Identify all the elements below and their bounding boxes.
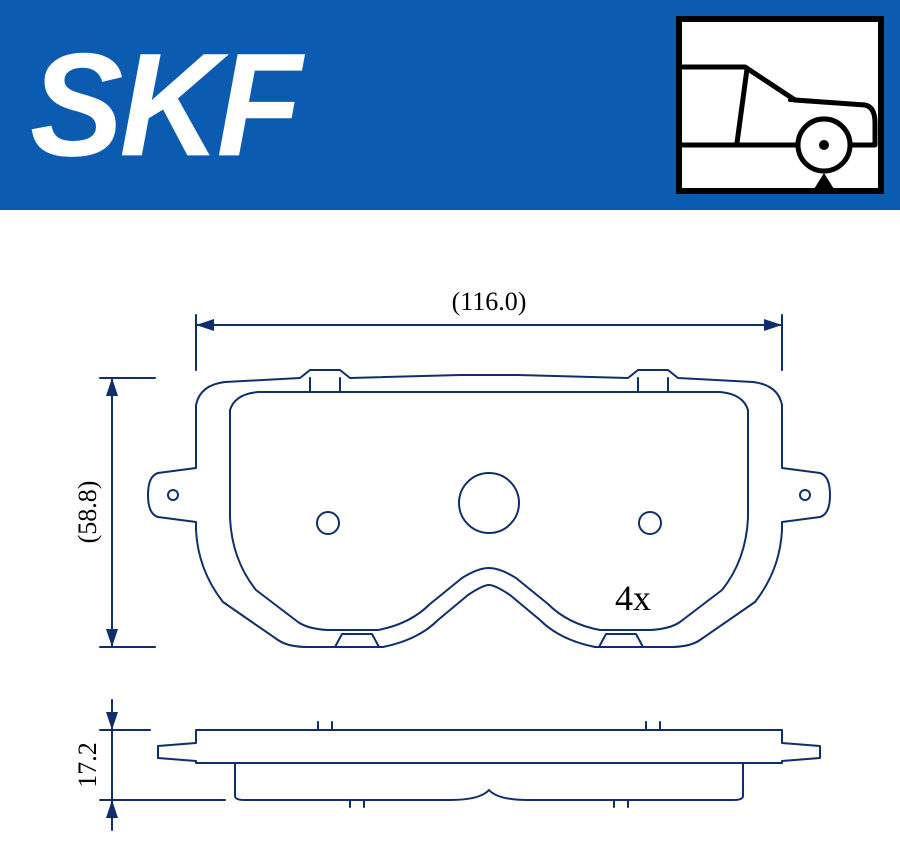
quantity-label: 4x xyxy=(615,578,651,618)
dimension-height-label: (58.8) xyxy=(73,481,102,544)
dimension-width-label: (116.0) xyxy=(452,287,527,316)
technical-drawing: (116.0) (58.8) xyxy=(0,210,900,862)
rear-axle-icon xyxy=(675,15,885,195)
dimension-thickness-label: 17.2 xyxy=(73,742,102,788)
brand-logo: SKF xyxy=(30,32,298,179)
page-root: SKF xyxy=(0,0,900,862)
